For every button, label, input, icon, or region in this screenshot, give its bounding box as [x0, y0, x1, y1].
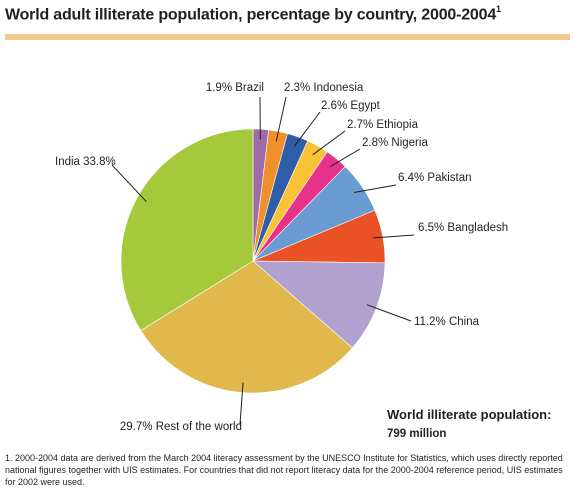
total-value: 799 million: [387, 428, 447, 440]
slice-label-china: 11.2% China: [414, 316, 480, 328]
slice-label-rest-of-the-world: 29.7% Rest of the world: [120, 421, 242, 433]
leader-line-china: [366, 304, 412, 322]
chart-title-text: World adult illiterate population, perce…: [5, 6, 497, 24]
slice-label-india: India 33.8%: [55, 156, 116, 168]
leader-line-india: [111, 164, 147, 203]
footnote: 1. 2000-2004 data are derived from the M…: [5, 453, 563, 487]
leader-line-bangladesh: [372, 234, 415, 239]
leader-line-ethiopia: [312, 130, 346, 156]
slice-label-nigeria: 2.8% Nigeria: [362, 137, 428, 149]
slice-label-bangladesh: 6.5% Bangladesh: [418, 222, 508, 234]
slice-label-brazil: 1.9% Brazil: [206, 82, 264, 94]
slice-label-pakistan: 6.4% Pakistan: [398, 172, 472, 184]
slice-label-ethiopia: 2.7% Ethiopia: [347, 119, 419, 131]
title-rule: [5, 34, 570, 40]
footnote-marker: 1: [496, 4, 501, 14]
slice-label-indonesia: 2.3% Indonesia: [284, 82, 364, 94]
total-label: World illiterate population:: [387, 407, 552, 422]
leader-line-indonesia: [275, 96, 287, 142]
leader-line-rest-of-the-world: [239, 382, 244, 425]
slice-label-egypt: 2.6% Egypt: [321, 100, 381, 112]
leader-line-nigeria: [329, 148, 361, 167]
leader-line-pakistan: [353, 184, 397, 194]
pie-slice-india: [120, 128, 254, 331]
chart-title: World adult illiterate population, perce…: [5, 4, 501, 24]
leader-line-egypt: [293, 111, 321, 147]
